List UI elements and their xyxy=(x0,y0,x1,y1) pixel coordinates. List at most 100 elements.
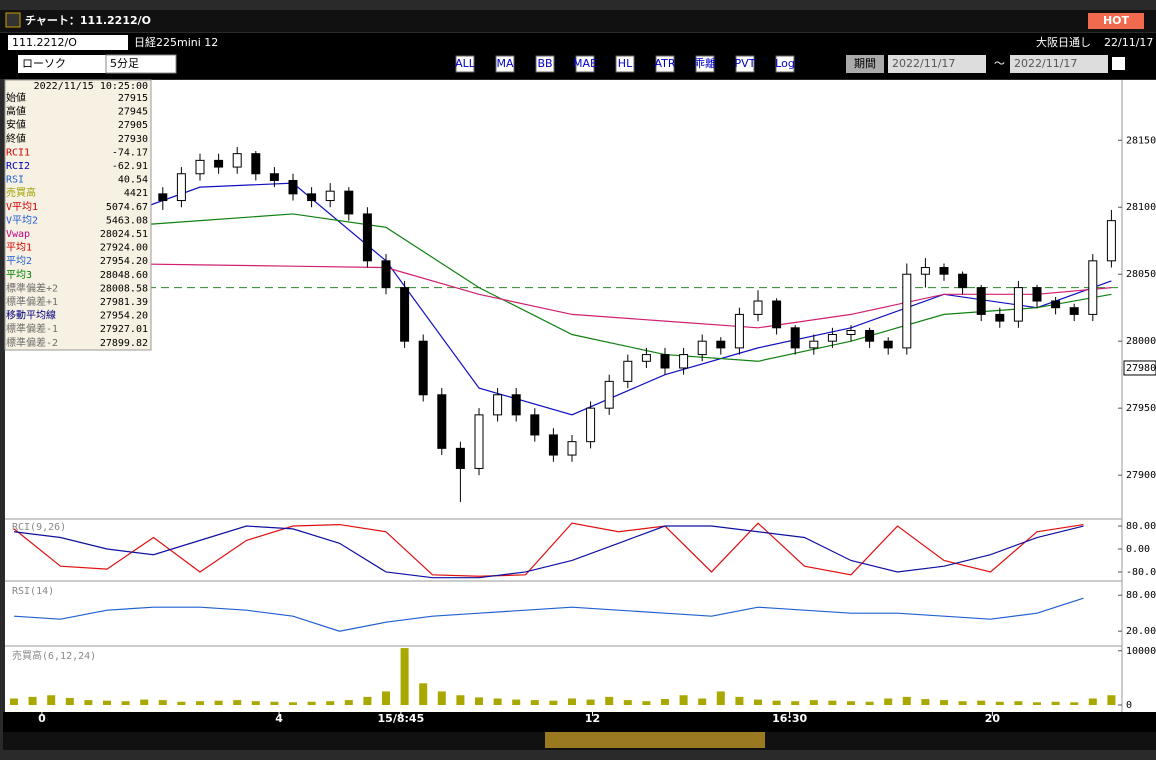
volume-bar xyxy=(977,700,986,705)
y-tick-label: 10000 xyxy=(1126,646,1156,657)
tilde: 〜 xyxy=(994,57,1005,70)
interval: 5分足 xyxy=(110,57,139,70)
candle-body xyxy=(865,329,875,342)
candle-body xyxy=(660,354,670,369)
toolbar-icon-label: MAE xyxy=(573,57,597,70)
info-value: 5074.67 xyxy=(106,202,148,213)
toolbar-icon[interactable] xyxy=(695,55,715,73)
candle-body xyxy=(307,193,317,202)
volume-bar xyxy=(716,691,725,705)
from-date: 2022/11/17 xyxy=(892,57,955,70)
toolbar-icon[interactable] xyxy=(575,55,595,73)
toolbar-icon[interactable] xyxy=(535,55,555,73)
volume-bar xyxy=(121,701,130,705)
info-value: 27899.82 xyxy=(100,338,148,349)
symbol: 111.2212/O xyxy=(12,36,77,49)
y-tick-label: -80.0 xyxy=(1126,567,1156,578)
y-tick-label: 28050 xyxy=(1126,269,1156,280)
info-label: 平均1 xyxy=(6,242,32,254)
candle-body xyxy=(511,394,521,416)
volume-bar xyxy=(177,701,186,705)
volume-bar xyxy=(623,700,632,705)
candle-body xyxy=(939,267,949,275)
info-label: 売買高 xyxy=(6,186,36,199)
volume-bar xyxy=(103,700,111,705)
symbol-name: 日経225mini 12 xyxy=(134,36,218,49)
info-label: 移動平均線 xyxy=(6,309,56,322)
toolbar-icon-label: 乖離 xyxy=(694,56,716,70)
candle-body xyxy=(214,159,224,168)
volume-bar xyxy=(289,702,297,705)
volume-bar xyxy=(493,698,502,705)
candle-body xyxy=(902,273,912,349)
volume-bar xyxy=(233,700,242,705)
volume-bar xyxy=(902,696,911,705)
toolbar-icon[interactable] xyxy=(615,55,635,73)
volume-bar xyxy=(995,701,1004,705)
info-value: 28048.60 xyxy=(100,270,148,281)
from-date-box[interactable] xyxy=(888,55,986,73)
candle-body xyxy=(772,300,782,329)
info-value: 27905 xyxy=(118,120,148,131)
candle-body xyxy=(623,360,633,382)
info-value: 28024.51 xyxy=(100,229,148,240)
toolbar-icon[interactable] xyxy=(775,55,795,73)
volume-bar xyxy=(28,696,37,705)
y-tick-label: 20.00 xyxy=(1126,626,1156,637)
toolbar-icon-label: ALL xyxy=(455,57,476,70)
info-label: V平均2 xyxy=(6,214,38,226)
toolbar-icon[interactable] xyxy=(655,55,675,73)
candle-body xyxy=(827,333,837,342)
volume-bar xyxy=(1014,701,1023,705)
hot-button[interactable] xyxy=(1088,13,1144,29)
toolbar-icon[interactable] xyxy=(495,55,515,73)
moving-average xyxy=(13,213,1112,362)
scroll-thumb[interactable] xyxy=(545,732,765,748)
volume-bar xyxy=(437,691,446,705)
volume-bar xyxy=(363,696,372,705)
volume-bar xyxy=(382,691,390,705)
toolbar-icon-label: Log xyxy=(775,57,795,70)
interval-select[interactable] xyxy=(105,54,177,74)
last-price-box xyxy=(1123,360,1156,376)
candle-body xyxy=(586,407,596,443)
volume-bar xyxy=(140,699,149,705)
candle-body xyxy=(325,190,335,202)
to-date-box[interactable] xyxy=(1010,55,1108,73)
rci-line xyxy=(13,522,1084,577)
volume-bar xyxy=(847,701,855,705)
volume-bar xyxy=(1051,701,1060,705)
checkbox[interactable] xyxy=(1112,57,1125,70)
volume-bar xyxy=(400,648,409,705)
candle-body xyxy=(976,287,986,315)
volume-bar xyxy=(326,701,335,705)
volume-bar xyxy=(307,701,316,705)
candle-body xyxy=(232,153,242,168)
candle-body xyxy=(883,340,893,349)
toolbar-icon-label: ATR xyxy=(654,57,675,70)
volume-bar xyxy=(586,699,595,705)
toolbar-icon-label: HL xyxy=(618,57,633,70)
volume-bar xyxy=(865,701,874,705)
candle-body xyxy=(920,267,930,275)
panel-label: RCI(9,26) xyxy=(12,522,66,533)
info-value: 27954.20 xyxy=(100,256,148,267)
info-label: 高値 xyxy=(6,105,26,118)
period-button[interactable] xyxy=(846,55,884,73)
info-label: 標準偏差+2 xyxy=(6,281,58,294)
x-tick-label: 20 xyxy=(985,712,1001,725)
volume-bar xyxy=(1107,695,1116,705)
toolbar-icon[interactable] xyxy=(455,55,475,73)
x-tick-label: 4 xyxy=(275,712,283,725)
symbol-box[interactable] xyxy=(8,35,128,50)
volume-bar xyxy=(661,699,669,705)
y-tick-label: 27950 xyxy=(1126,403,1156,414)
y-tick-label: 80.00 xyxy=(1126,521,1156,532)
candle-body xyxy=(1088,260,1098,315)
x-tick-label: 0 xyxy=(38,712,46,725)
date: 22/11/17 xyxy=(1104,36,1153,49)
toolbar-icon-label: BB xyxy=(537,57,552,70)
volume-bar xyxy=(884,698,893,705)
toolbar-icon[interactable] xyxy=(735,55,755,73)
